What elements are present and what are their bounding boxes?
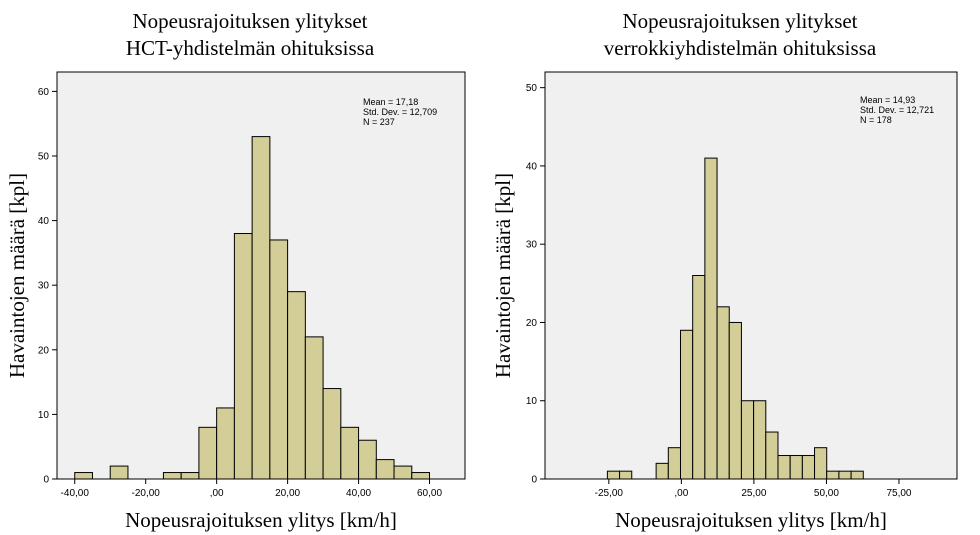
stats-line: N = 237 xyxy=(363,117,395,127)
y-tick-label: 30 xyxy=(38,281,50,292)
x-axis-label: Nopeusrajoituksen ylitys [km/h] xyxy=(125,508,397,532)
chart-title-line2: HCT-yhdistelmän ohituksissa xyxy=(125,36,375,60)
histogram-bar xyxy=(393,465,413,480)
histogram-plot-reference: 0 10 20 30 40 50 -25,00 ,00 25,00 50,00 75,00 Mean … xyxy=(491,71,958,532)
histogram-panel-hct: Nopeusrajoituksen ylitykset HCT-yhdistel… xyxy=(5,9,466,532)
chart-title-line1: Nopeusrajoituksen ylitykset xyxy=(622,9,858,33)
histogram-bar xyxy=(801,455,816,480)
histogram-bar xyxy=(251,136,271,480)
histogram-bar xyxy=(375,459,395,480)
y-tick-label: 60 xyxy=(38,87,50,98)
histogram-panel-reference: Nopeusrajoituksen ylitykset verrokkiyhdi… xyxy=(490,0,980,535)
y-tick-label: 30 xyxy=(526,240,538,251)
histogram-bar xyxy=(233,233,253,480)
x-tick-label: -40,00 xyxy=(61,488,90,499)
histogram-bar xyxy=(655,462,669,480)
histogram-bar xyxy=(777,455,791,480)
histogram-bar xyxy=(358,439,377,480)
y-tick-label: 20 xyxy=(526,318,538,329)
histogram-bar xyxy=(728,321,742,480)
y-axis-label: Havaintojen määrä [kpl] xyxy=(491,173,515,378)
y-tick-label: 0 xyxy=(43,475,49,486)
y-tick-label: 20 xyxy=(38,345,50,356)
x-tick-label: ,00 xyxy=(674,488,688,499)
histogram-bar xyxy=(850,470,864,480)
histogram-plot-hct: 0 10 20 30 40 50 60 -40,00 -20,00 ,00 20,00 40,00 60… xyxy=(5,71,466,532)
histogram-bar xyxy=(692,275,706,480)
histogram-bar xyxy=(716,306,730,480)
histogram-bar xyxy=(789,455,803,480)
histogram-bar xyxy=(162,472,182,480)
x-tick-label: 75,00 xyxy=(886,488,911,499)
chart-title-line1: Nopeusrajoituksen ylitykset xyxy=(132,9,368,33)
histogram-bar xyxy=(606,470,621,480)
y-axis-label: Havaintojen määrä [kpl] xyxy=(5,173,29,378)
histogram-bar xyxy=(287,291,306,480)
histogram-bar xyxy=(826,470,840,480)
stats-line: Mean = 17,18 xyxy=(363,97,418,107)
histogram-bar xyxy=(216,407,235,480)
x-tick-label: 40,00 xyxy=(346,488,371,499)
x-tick-label: 50,00 xyxy=(814,488,839,499)
histogram-bar xyxy=(765,431,779,480)
histogram-bar xyxy=(180,472,200,480)
histogram-bar xyxy=(322,388,342,480)
histogram-bar xyxy=(740,400,755,480)
y-tick-label: 50 xyxy=(38,151,50,162)
histogram-bar xyxy=(838,470,852,480)
stats-line: N = 178 xyxy=(860,115,892,125)
stats-line: Std. Dev. = 12,709 xyxy=(363,107,437,117)
stats-line: Mean = 14,93 xyxy=(860,95,915,105)
stats-line: Std. Dev. = 12,721 xyxy=(860,105,934,115)
x-tick-label: 60,00 xyxy=(417,488,442,499)
histogram-bar xyxy=(411,472,431,480)
y-tick-label: 10 xyxy=(526,396,538,407)
histogram-bar xyxy=(109,465,129,480)
y-tick-label: 50 xyxy=(526,83,538,94)
y-tick-label: 10 xyxy=(38,410,50,421)
chart-title-line2: verrokkiyhdistelmän ohituksissa xyxy=(603,36,877,60)
histogram-bar xyxy=(304,336,324,480)
x-tick-label: 20,00 xyxy=(275,488,300,499)
x-tick-label: -25,00 xyxy=(595,488,624,499)
x-tick-label: ,00 xyxy=(210,488,224,499)
y-tick-label: 40 xyxy=(526,161,538,172)
histogram-bar xyxy=(667,447,681,480)
histogram-bar xyxy=(704,157,718,480)
histogram-bar xyxy=(198,426,218,480)
histogram-bar xyxy=(814,447,828,480)
histogram-bar xyxy=(753,400,767,480)
histogram-bar xyxy=(74,472,93,480)
histogram-bar xyxy=(679,329,694,480)
x-tick-label: 25,00 xyxy=(741,488,766,499)
x-axis-label: Nopeusrajoituksen ylitys [km/h] xyxy=(615,508,887,532)
histogram-bar xyxy=(619,470,633,480)
histogram-bar xyxy=(269,239,289,480)
y-tick-label: 40 xyxy=(38,216,50,227)
y-tick-label: 0 xyxy=(531,475,537,486)
x-tick-label: -20,00 xyxy=(132,488,161,499)
histogram-bar xyxy=(340,426,360,480)
